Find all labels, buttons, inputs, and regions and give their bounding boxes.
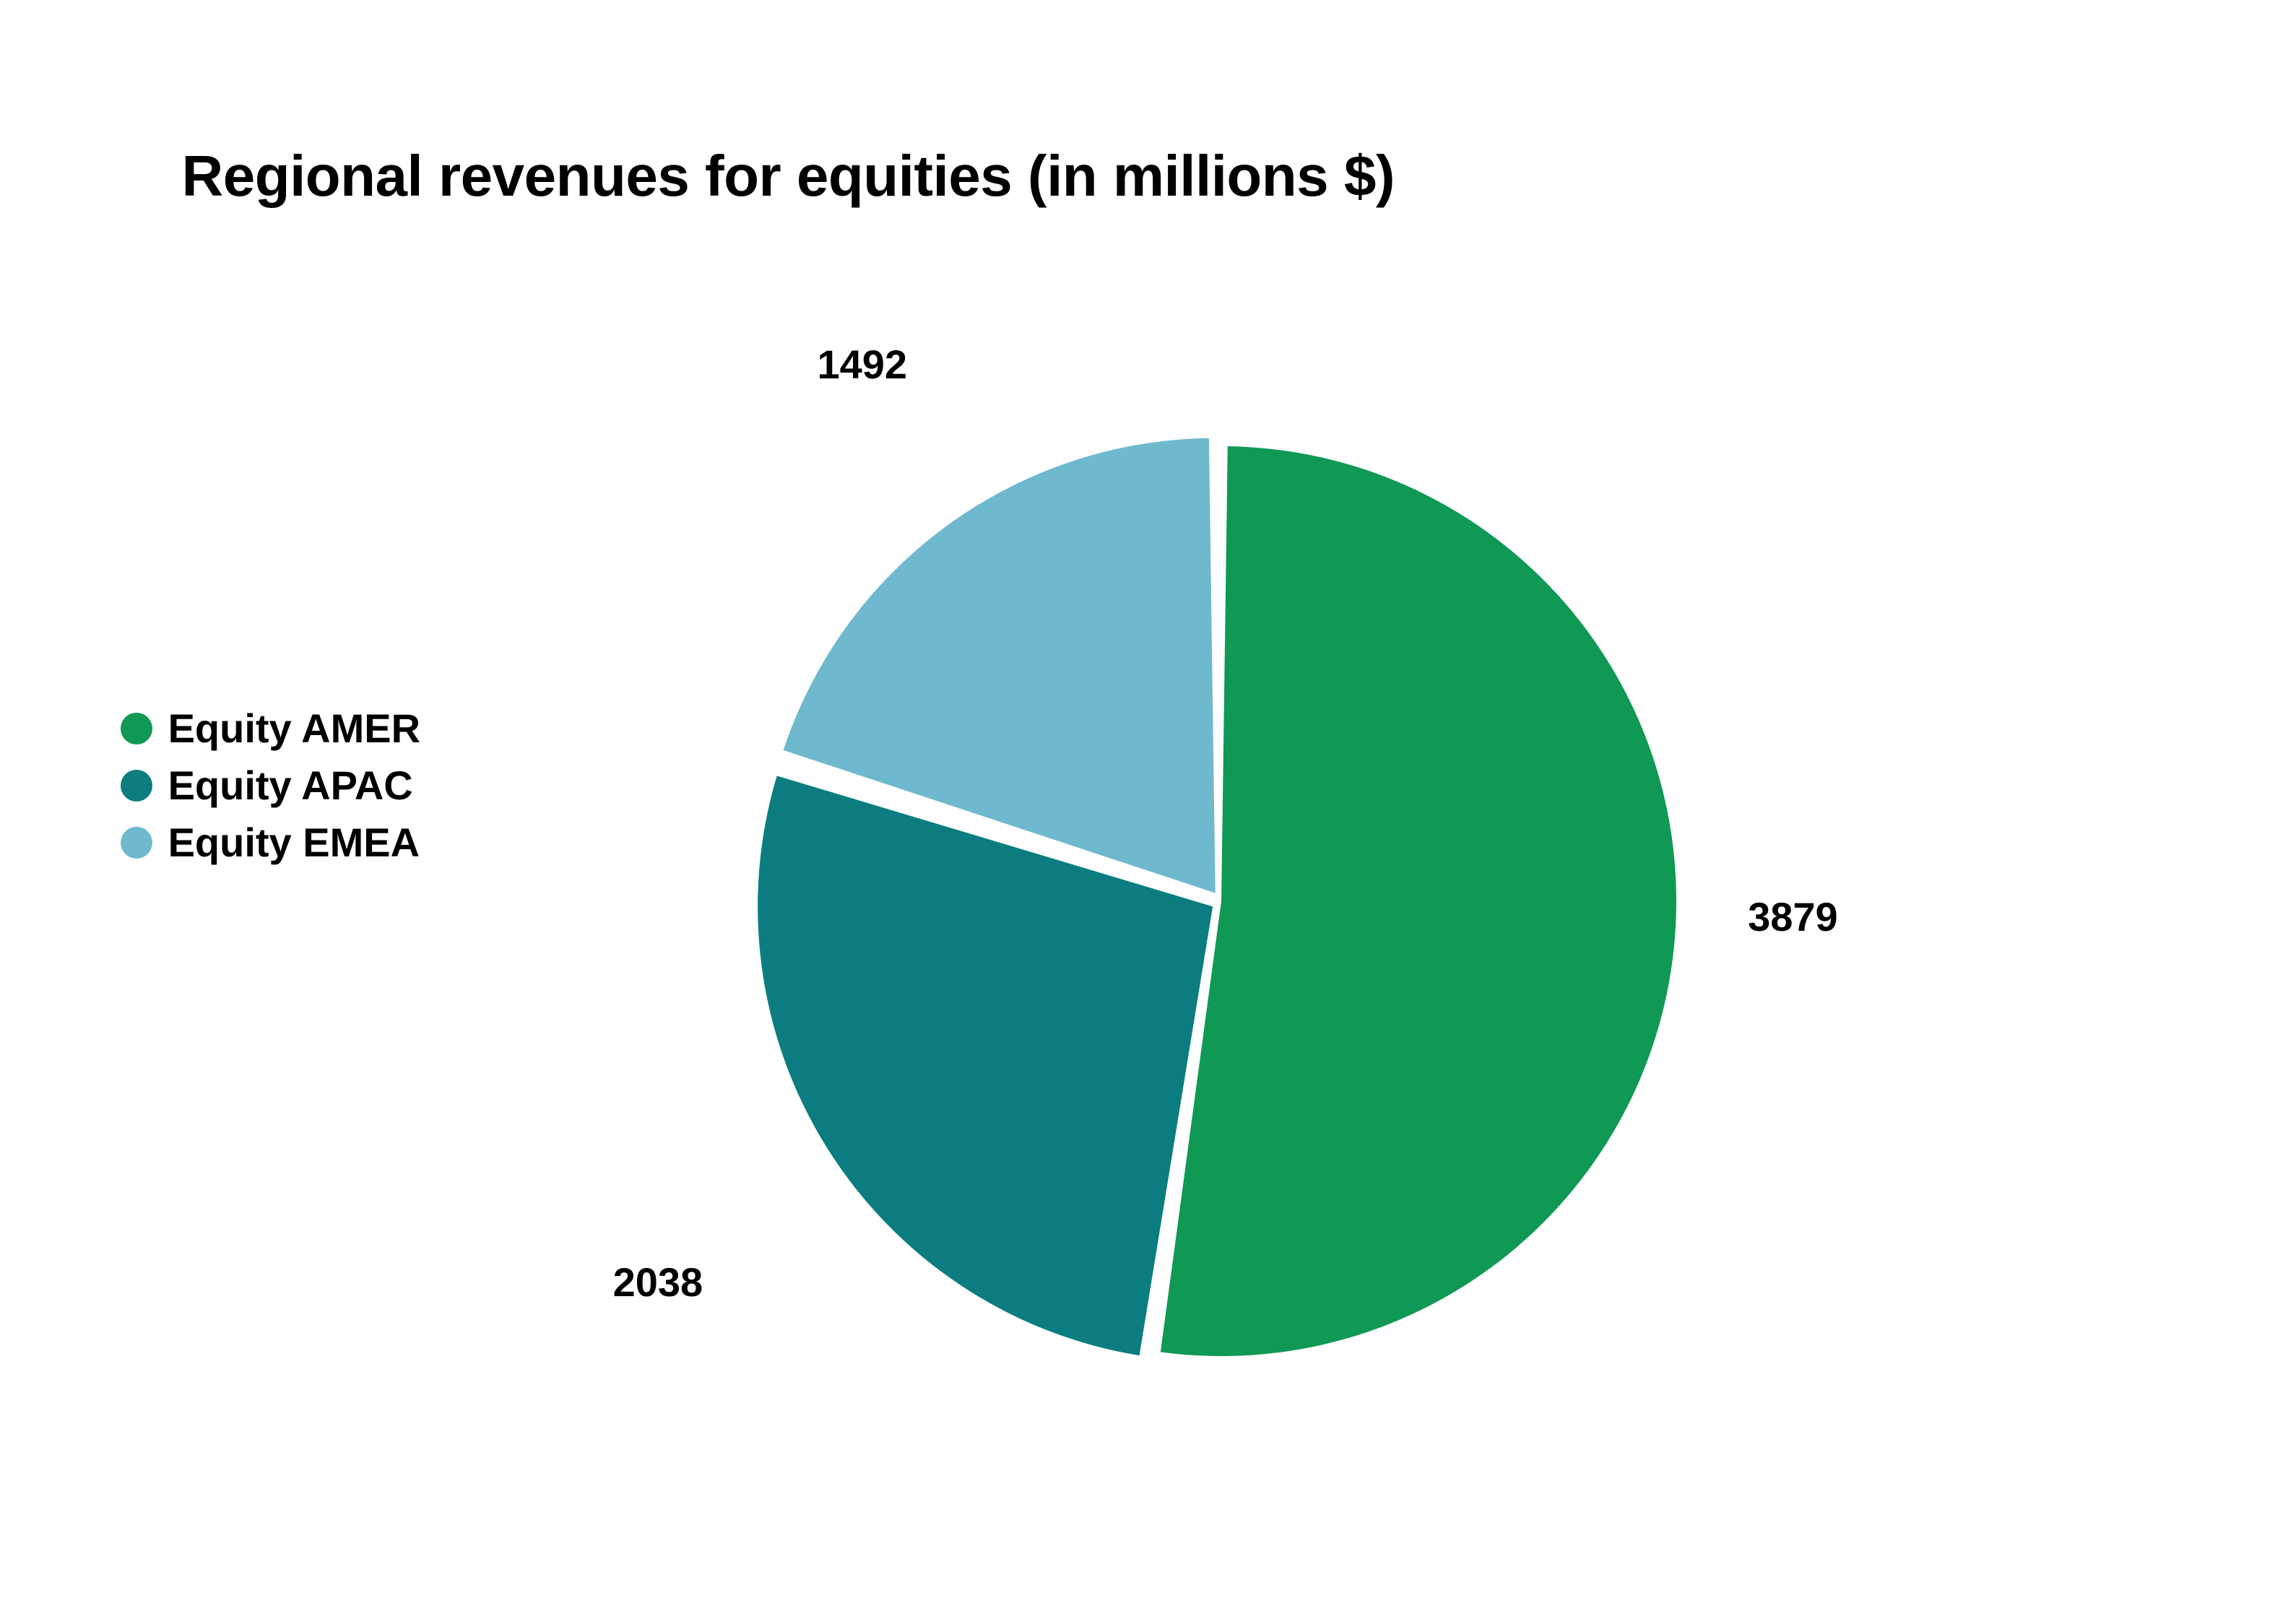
chart-page: Regional revenues for equities (in milli… (0, 0, 2270, 1624)
pie-slice-amer (1161, 446, 1676, 1356)
legend-item-apac: Equity APAC (121, 762, 420, 809)
data-label-apac: 2038 (613, 1259, 703, 1306)
legend-swatch-emea (121, 827, 152, 859)
pie-svg (709, 388, 1734, 1414)
legend-item-amer: Equity AMER (121, 705, 420, 752)
chart-title: Regional revenues for equities (in milli… (181, 143, 1395, 209)
legend-item-emea: Equity EMEA (121, 819, 420, 866)
legend-label-emea: Equity EMEA (168, 819, 420, 866)
pie-chart (709, 388, 1734, 1414)
legend-label-amer: Equity AMER (168, 705, 420, 752)
data-label-emea: 1492 (817, 341, 907, 388)
legend-swatch-apac (121, 770, 152, 802)
legend-label-apac: Equity APAC (168, 762, 413, 809)
legend-swatch-amer (121, 713, 152, 744)
data-label-amer: 3879 (1748, 893, 1838, 940)
legend: Equity AMER Equity APAC Equity EMEA (121, 705, 420, 866)
